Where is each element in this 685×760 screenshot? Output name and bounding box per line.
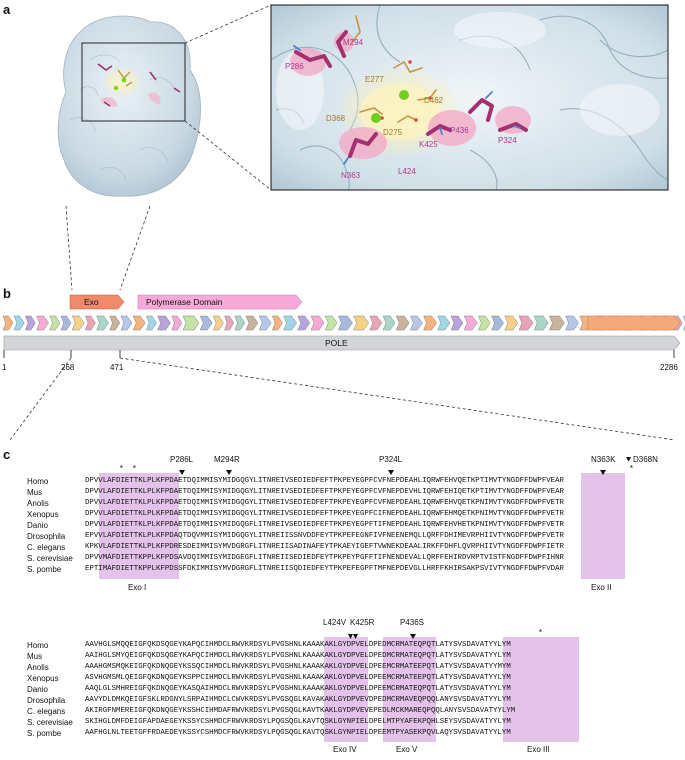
zoom-label-d275: D275 bbox=[383, 128, 403, 137]
species-name: S. pombe bbox=[27, 565, 62, 574]
sequence-row: AAAHGMSMQKEIGFQKDNQGEYKSSQCIHMDCLRWVKRDS… bbox=[85, 663, 511, 671]
exo-ii-highlight bbox=[581, 473, 625, 579]
mutation-marker-d368n bbox=[626, 457, 631, 462]
mutation-label-p286l: P286L bbox=[170, 455, 194, 464]
tick-label-471: 471 bbox=[110, 363, 124, 372]
mutation-label-m294r: M294R bbox=[214, 455, 240, 464]
mutation-marker-p286l bbox=[179, 470, 185, 475]
species-name: C. elegans bbox=[27, 707, 66, 716]
species-name: Drosophila bbox=[27, 696, 66, 705]
motif-label-exo-iv: Exo IV bbox=[333, 745, 357, 754]
star-3: * bbox=[629, 465, 634, 474]
motif-label-exo-i: Exo I bbox=[128, 583, 147, 592]
zoom-label-k425: K425 bbox=[419, 140, 438, 149]
zoom-label-m294: M294 bbox=[343, 38, 364, 47]
zoom-label-d462: D462 bbox=[424, 96, 444, 105]
zoom-label-d368: D368 bbox=[326, 114, 346, 123]
motif-label-exo-v: Exo V bbox=[396, 745, 418, 754]
pole-label: POLE bbox=[325, 338, 348, 348]
metal-ion bbox=[371, 113, 381, 123]
species-name: Danio bbox=[27, 521, 48, 530]
panel-letter-c: c bbox=[3, 447, 11, 462]
mutation-marker-k425r bbox=[353, 634, 358, 639]
species-name: S. cerevisiae bbox=[27, 718, 73, 727]
sequence-row: AAVYDLDMKQEIGFSKLRDGNYLSRPAIHMDCLCWVKRDS… bbox=[85, 696, 511, 704]
zoom-label-p436: P436 bbox=[450, 126, 469, 135]
mutation-label-k425r: K425R bbox=[350, 618, 375, 627]
species-name: C. elegans bbox=[27, 543, 66, 552]
sequence-row: EPVVLAFDIETTKLPLKFPDAQTDQVMMISYMIDGQGYLI… bbox=[85, 532, 564, 540]
panel-letter-b: b bbox=[3, 286, 11, 301]
species-name: Anolis bbox=[27, 663, 49, 672]
species-name: Homo bbox=[27, 477, 49, 486]
sequence-row: SKIHGLDMFDEIGFAPDAEGEYKSSYCSHMDCFRWVKRDS… bbox=[85, 718, 511, 726]
mutation-marker-p324l bbox=[388, 470, 394, 475]
sequence-row: AAQLGLSMHREIGFQKDNQGEYKASQAIHMDCLRWVKRDS… bbox=[85, 685, 511, 693]
sequence-row: KPKVLAFDIETTKLPLKFPDRESDEIMMISYMVDGRGFLI… bbox=[85, 543, 564, 551]
exo-iii-highlight bbox=[503, 637, 579, 742]
zoom-label-n363: N363 bbox=[341, 171, 361, 180]
zoom-label-p286: P286 bbox=[285, 62, 304, 71]
sequence-row: DPVVLAFDIETTKLPLKFPDAETDQIMMISYMIDGQGYLI… bbox=[85, 477, 564, 485]
panel-letter-a: a bbox=[3, 2, 11, 17]
species-name: S. cerevisiae bbox=[27, 554, 73, 563]
panel-a-graphic bbox=[57, 4, 669, 197]
mutation-label-l424v: L424V bbox=[323, 618, 347, 627]
mutation-marker-l424v bbox=[348, 634, 353, 639]
zoom-label-l424: L424 bbox=[398, 167, 416, 176]
sequence-row: DPVVLAFDIETTKLPLKFPDAETDQIMMISYMIDGQGFLI… bbox=[85, 521, 564, 529]
mutation-marker-m294r bbox=[226, 470, 232, 475]
protein-surface-small bbox=[57, 15, 201, 197]
sequence-row: EPTIMAFDIETTKPPLKFPDSSFDKIMMISYMVDGRGFLI… bbox=[85, 565, 564, 573]
sequence-row: DPVVLAFDIETTKLPLKFPDAETDQIMMISYMIDGQGYLI… bbox=[85, 510, 564, 518]
motif-label-exo-ii: Exo II bbox=[591, 583, 612, 592]
sequence-row: AAIHGLSMYQEIGFQKDSQGEYKAPQCIHMDCLRWVKRDS… bbox=[85, 652, 511, 660]
tick-label-2286: 2286 bbox=[660, 363, 678, 372]
species-name: Drosophila bbox=[27, 532, 66, 541]
mutation-marker-n363k bbox=[600, 470, 606, 475]
species-name: Danio bbox=[27, 685, 48, 694]
metal-ion bbox=[399, 90, 409, 100]
mutation-label-p324l: P324L bbox=[379, 455, 403, 464]
zoom-panel bbox=[270, 4, 669, 191]
sequence-row: AKIRGFNMEREIGFQKDNQGEYKSSHCIHMDAFRWVKRDS… bbox=[85, 707, 516, 715]
mutation-label-d368n: D368N bbox=[633, 455, 658, 464]
species-name: S. pombe bbox=[27, 729, 62, 738]
mutation-label-n363k: N363K bbox=[591, 455, 616, 464]
inset-box bbox=[81, 42, 186, 122]
species-name: Anolis bbox=[27, 499, 49, 508]
species-name: Homo bbox=[27, 641, 49, 650]
species-name: Mus bbox=[27, 652, 43, 661]
sequence-row: ASVHGMSMLQEIGFQKDNQGEYKSPPCIHMDCLRWVKRDS… bbox=[85, 674, 511, 682]
sequence-row: AAFHGLNLTEETGFFRDAEDEYKSSYCSHMDCFRWVKRDS… bbox=[85, 729, 511, 737]
star-2: * bbox=[132, 465, 137, 474]
tick-label-1: 1 bbox=[2, 363, 7, 372]
sequence-row: DPVVLAFDIETTKLPLKFPDAETDQIMMISYMIDGQGYLI… bbox=[85, 499, 564, 507]
zoom-label-p324: P324 bbox=[498, 136, 517, 145]
star-1: * bbox=[119, 465, 124, 474]
star-4: * bbox=[538, 629, 543, 638]
tick-label-268: 268 bbox=[61, 363, 75, 372]
sequence-row: DPVVMAFDIETTKPPLKFPDSAVDQIMMISYMIDGEGFLI… bbox=[85, 554, 564, 562]
mutation-marker-p436s bbox=[410, 634, 416, 639]
species-name: Xenopus bbox=[27, 674, 59, 683]
polymerase-label: Polymerase Domain bbox=[146, 297, 223, 307]
exo-label: Exo bbox=[84, 297, 99, 307]
species-name: Mus bbox=[27, 488, 43, 497]
sequence-row: DPVVLAFDIETTKLPLKFPDAETDQIMMISYMIDGQGYLI… bbox=[85, 488, 564, 496]
mutation-label-p436s: P436S bbox=[400, 618, 425, 627]
motif-label-exo-iii: Exo III bbox=[527, 745, 550, 754]
species-name: Xenopus bbox=[27, 510, 59, 519]
sequence-row: AAVHGLSMQQEIGFQKDSQGEYKAPQCIHMDCLRWVKRDS… bbox=[85, 641, 511, 649]
zoom-label-e277: E277 bbox=[365, 75, 384, 84]
